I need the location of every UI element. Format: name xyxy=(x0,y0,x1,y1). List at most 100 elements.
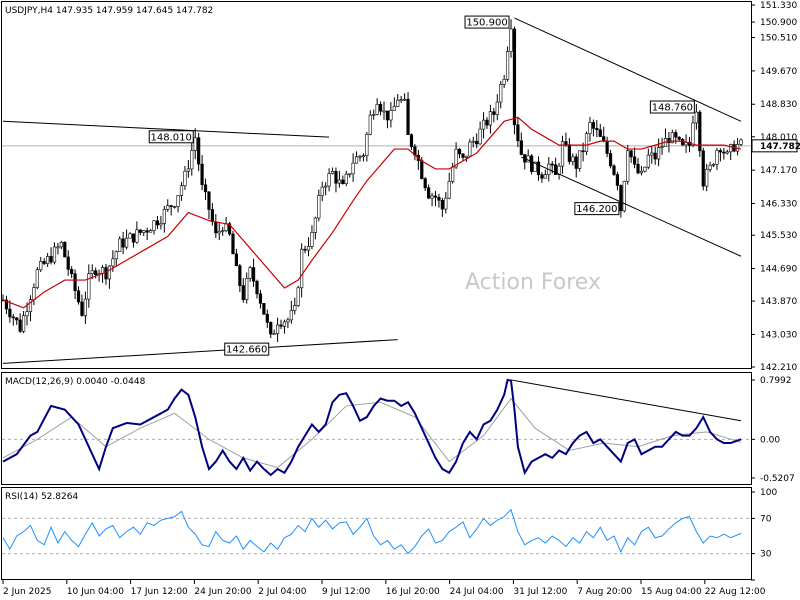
candle-body xyxy=(207,191,211,210)
price-annotation-label: 142.660 xyxy=(226,345,267,356)
candle-body xyxy=(231,233,235,255)
rsi-panel: 100 70 30 xyxy=(2,488,777,581)
current-price-label-box xyxy=(751,139,798,153)
watermark: Action Forex xyxy=(465,270,601,295)
candle-body xyxy=(300,248,304,289)
candle-body xyxy=(423,178,427,189)
candle-body xyxy=(461,153,465,158)
candle-body xyxy=(540,174,544,179)
candle-body xyxy=(176,195,180,207)
candle-body xyxy=(478,128,482,145)
candle-body xyxy=(358,155,362,158)
symbol-header: USDJPY,H4 147.935 147.959 147.645 147.78… xyxy=(5,6,213,16)
candle-body xyxy=(118,238,122,253)
price-tick-label: 145.530 xyxy=(760,231,797,241)
candle-body xyxy=(200,163,204,186)
candle-body xyxy=(11,316,15,319)
candle-body xyxy=(145,230,149,233)
candle-body xyxy=(337,179,341,184)
candle-body xyxy=(636,163,640,174)
candle-body xyxy=(276,324,280,334)
candle-body xyxy=(131,233,136,243)
candle-body xyxy=(46,256,50,264)
candle-body xyxy=(433,195,438,198)
candle-body xyxy=(8,308,12,318)
candle-body xyxy=(495,101,499,115)
macd-trendline xyxy=(510,379,742,422)
candle-body xyxy=(354,156,359,164)
current-price-line: 147.782 xyxy=(2,139,800,153)
candle-body xyxy=(694,111,698,124)
candle-body xyxy=(427,187,431,199)
candle-body xyxy=(128,233,132,239)
candle-body xyxy=(626,150,630,182)
time-tick-label: 9 Jul 12:00 xyxy=(322,587,371,597)
candle-body xyxy=(186,168,190,172)
price-tick-label: 148.010 xyxy=(760,133,797,143)
candle-body xyxy=(39,261,43,271)
candle-body xyxy=(598,129,602,137)
candle-body xyxy=(639,170,644,174)
price-tick-label: 150.510 xyxy=(760,34,797,44)
candle-body xyxy=(87,273,91,300)
candle-body xyxy=(25,311,29,317)
price-annotation-label: 146.200 xyxy=(576,204,617,215)
candle-body xyxy=(485,119,489,126)
ma-line xyxy=(2,116,742,309)
candle-body xyxy=(183,170,187,186)
candle-body xyxy=(420,160,424,179)
time-tick-label: 31 Jul 12:00 xyxy=(513,587,567,597)
candle-body xyxy=(320,186,324,196)
rsi-line xyxy=(2,508,742,555)
candle-body xyxy=(334,171,338,184)
candle-body xyxy=(646,154,650,168)
candle-body xyxy=(152,220,156,231)
candle-body xyxy=(317,195,321,219)
candle-body xyxy=(492,111,496,115)
trendlines xyxy=(2,17,742,364)
candle-body xyxy=(372,114,376,116)
candle-body xyxy=(533,161,537,172)
price-tick-label: 143.870 xyxy=(760,297,797,307)
price-tick-label: 148.830 xyxy=(760,100,797,110)
candle-body xyxy=(385,110,390,121)
candle-body xyxy=(265,313,269,323)
candle-body xyxy=(241,285,245,300)
candle-body xyxy=(210,209,214,223)
candle-body xyxy=(169,205,173,207)
candle-body xyxy=(282,321,287,327)
candle-body xyxy=(488,111,493,126)
candle-body xyxy=(138,229,142,233)
candle-body xyxy=(111,258,115,267)
time-tick-label: 24 Jun 20:00 xyxy=(194,587,251,597)
time-tick-label: 15 Aug 04:00 xyxy=(641,587,702,597)
candles xyxy=(1,19,743,342)
candle-body xyxy=(104,267,108,280)
macd-panel-frame xyxy=(1,372,752,485)
candle-body xyxy=(509,28,513,52)
candle-body xyxy=(567,144,571,162)
time-tick-label: 22 Aug 12:00 xyxy=(705,587,766,597)
price-tick-label: 149.670 xyxy=(760,67,797,77)
macd-panel: 0.7992 0.00 -0.5207 xyxy=(2,376,795,484)
candle-body xyxy=(32,287,36,300)
candle-body xyxy=(650,152,654,156)
candle-body xyxy=(221,230,225,233)
candle-body xyxy=(578,150,582,169)
candle-body xyxy=(368,114,372,135)
candle-body xyxy=(602,136,606,142)
candle-body xyxy=(711,163,716,166)
rsi-panel-frame xyxy=(1,487,752,580)
price-panel-frame xyxy=(1,1,752,369)
candle-body xyxy=(612,165,616,175)
candle-body xyxy=(121,238,125,248)
candle-body xyxy=(564,141,568,145)
candle-body xyxy=(399,99,403,101)
candle-body xyxy=(286,319,290,323)
price-annotations: 150.900 148.010 148.760 146.200 142.660 xyxy=(148,15,695,356)
candle-body xyxy=(296,287,300,306)
price-annotation-box xyxy=(148,130,194,144)
time-tick-label: 2 Jul 04:00 xyxy=(258,587,307,597)
candle-body xyxy=(90,270,94,274)
candle-body xyxy=(341,179,345,185)
